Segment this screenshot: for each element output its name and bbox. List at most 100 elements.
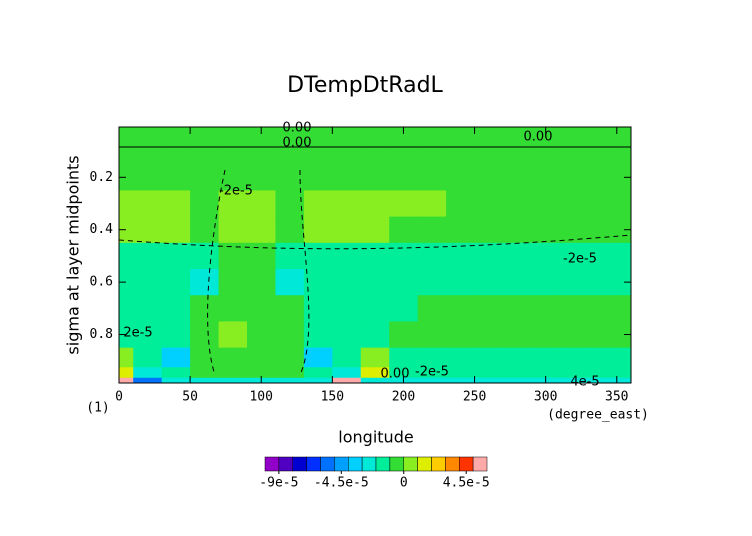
field-cell xyxy=(218,347,248,368)
field-cell xyxy=(474,190,504,218)
field-cell xyxy=(417,377,447,384)
field-cell xyxy=(119,127,134,142)
field-cell xyxy=(161,140,191,165)
field-cell xyxy=(389,347,419,368)
field-cell xyxy=(588,140,618,165)
field-cell xyxy=(247,269,276,296)
field-cell xyxy=(190,377,220,384)
field-cell xyxy=(446,164,476,191)
field-cell xyxy=(417,242,447,270)
colorbar-box xyxy=(445,456,460,472)
field-cell xyxy=(588,190,618,218)
field-cell xyxy=(303,140,333,165)
field-cell xyxy=(360,269,390,296)
field-cell xyxy=(531,367,561,379)
contour-label: -2e-5 xyxy=(415,365,449,380)
field-cell xyxy=(275,295,305,322)
field-cell xyxy=(389,216,419,244)
field-cell xyxy=(303,242,333,270)
field-cell xyxy=(360,295,390,322)
colorbar-box xyxy=(264,456,280,472)
field-cell xyxy=(332,140,362,165)
field-cell xyxy=(332,367,362,379)
field-cell xyxy=(446,377,476,384)
field-cell xyxy=(161,190,191,218)
colorbar-box xyxy=(361,456,377,472)
field-cell xyxy=(588,321,618,349)
field-cell xyxy=(133,190,163,218)
field-cell xyxy=(133,216,163,244)
field-cell xyxy=(559,269,589,296)
field-cell xyxy=(559,367,589,379)
colorbar-box xyxy=(403,456,418,472)
field-cell xyxy=(332,190,362,218)
field-cell xyxy=(275,269,305,296)
field-cell xyxy=(275,377,305,384)
field-cell xyxy=(588,347,618,368)
colorbar-box xyxy=(334,456,349,472)
colorbar-box xyxy=(375,456,391,472)
field-cell xyxy=(417,127,447,142)
x-tick-label: 250 xyxy=(463,390,486,405)
contour-line xyxy=(118,234,632,250)
field-cell xyxy=(588,269,618,296)
field-cell xyxy=(303,190,333,218)
colorbar-tick-label: -9e-5 xyxy=(259,476,298,491)
field-cell xyxy=(588,377,618,384)
field-cell xyxy=(616,127,632,142)
field-cell xyxy=(190,321,220,349)
field-cell xyxy=(503,367,532,379)
field-cell xyxy=(218,377,248,384)
x-tick-label: 0 xyxy=(115,390,123,405)
field-cell xyxy=(389,242,419,270)
field-cell xyxy=(247,367,276,379)
field-cell xyxy=(332,321,362,349)
x-tick-label: 50 xyxy=(182,390,198,405)
field-cell xyxy=(389,140,419,165)
field-cell xyxy=(360,216,390,244)
field-cell xyxy=(161,216,191,244)
field-cell xyxy=(133,321,163,349)
field-cell xyxy=(303,269,333,296)
field-cell xyxy=(588,295,618,322)
field-cell xyxy=(332,216,362,244)
field-cell xyxy=(275,367,305,379)
field-cell xyxy=(218,367,248,379)
field-cell xyxy=(332,295,362,322)
field-cell xyxy=(247,295,276,322)
field-cell xyxy=(332,269,362,296)
field-cell xyxy=(303,216,333,244)
field-cell xyxy=(389,269,419,296)
field-cell xyxy=(588,367,618,379)
field-cell xyxy=(503,164,532,191)
field-cell xyxy=(275,321,305,349)
field-cell xyxy=(190,216,220,244)
field xyxy=(119,127,632,384)
x-tick-label: 200 xyxy=(392,390,415,405)
field-cell xyxy=(275,140,305,165)
field-cell xyxy=(303,377,333,384)
field-cell xyxy=(161,242,191,270)
field-cell xyxy=(446,140,476,165)
field-cell xyxy=(474,367,504,379)
field-cell xyxy=(616,347,632,368)
contour-label: 0.00 xyxy=(381,367,410,382)
field-cell xyxy=(190,347,220,368)
field-cell xyxy=(119,216,134,244)
field-cell xyxy=(389,190,419,218)
field-cell xyxy=(446,367,476,379)
field-cell xyxy=(360,321,390,349)
field-cell xyxy=(161,295,191,322)
field-cell xyxy=(303,127,333,142)
field-cell xyxy=(247,347,276,368)
field-cell xyxy=(119,190,134,218)
field-cell xyxy=(119,164,134,191)
field-cell xyxy=(559,164,589,191)
field-cell xyxy=(218,321,248,349)
field-cell xyxy=(247,164,276,191)
field-cell xyxy=(531,242,561,270)
y-tick-label: 0.4 xyxy=(90,222,114,237)
field-cell xyxy=(360,140,390,165)
